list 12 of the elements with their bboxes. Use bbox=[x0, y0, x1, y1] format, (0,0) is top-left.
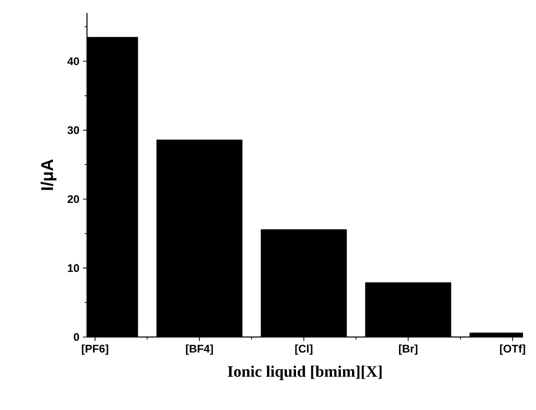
y-tick-label: 0 bbox=[74, 333, 80, 341]
x-axis-title: Ionic liquid [bmim][X] bbox=[228, 366, 382, 380]
y-axis-title: I/μA bbox=[40, 159, 56, 190]
x-tick-label: [BF4] bbox=[186, 344, 213, 355]
y-tick-label: 40 bbox=[67, 57, 80, 66]
y-tick-label: 30 bbox=[67, 126, 80, 134]
x-tick-label: [Cl] bbox=[295, 344, 312, 355]
y-tick-label: 10 bbox=[68, 264, 80, 272]
x-tick-label: [OTf] bbox=[500, 344, 526, 355]
x-tick-label: [Br] bbox=[399, 344, 418, 355]
y-tick-label: 20 bbox=[68, 195, 80, 204]
x-tick-label: [PF6] bbox=[82, 344, 108, 355]
